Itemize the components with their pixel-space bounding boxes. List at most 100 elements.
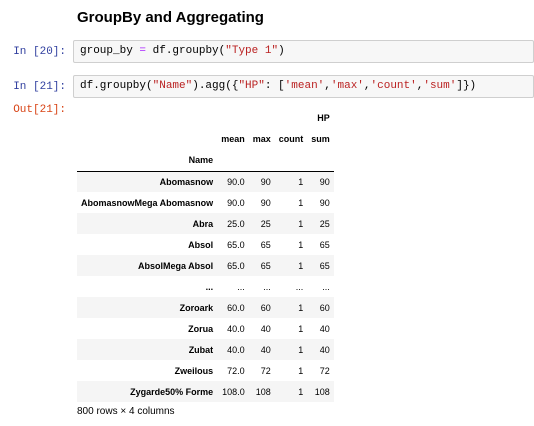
code-text: , <box>416 80 424 92</box>
cell-count: 1 <box>298 239 304 250</box>
cell-sum: 90 <box>319 176 330 187</box>
row-index-name: Zorua <box>188 323 214 334</box>
row-index-name: ... <box>205 281 214 292</box>
cell-sum: 65 <box>319 239 330 250</box>
code-string: 'mean' <box>284 80 325 92</box>
row-index-name: AbsolMega Absol <box>138 260 214 271</box>
code-string: "Type 1" <box>225 45 279 57</box>
cell-mean: 72.0 <box>227 365 245 376</box>
row-index-name: AbomasnowMega Abomasnow <box>81 197 214 208</box>
header-blank <box>307 150 334 172</box>
cell-sum: 40 <box>319 344 330 355</box>
column-header-mean: mean <box>221 134 245 144</box>
cell-max: 25 <box>260 218 271 229</box>
code-string: 'max' <box>330 80 364 92</box>
table-row: Zygarde50% Forme 108.0 108 1 108 <box>77 381 334 402</box>
cell-max: 65 <box>260 260 271 271</box>
output-prompt-21: Out[21]: <box>13 104 66 116</box>
cell-mean: 65.0 <box>227 260 245 271</box>
cell-max: ... <box>263 281 271 292</box>
cell-sum: 60 <box>319 302 330 313</box>
input-prompt-20: In [20]: <box>13 46 66 58</box>
cell-max: 108 <box>255 386 271 397</box>
index-name-header: Name <box>77 150 218 172</box>
code-text: df.groupby( <box>146 45 226 57</box>
table-row-ellipsis: ............... <box>77 276 334 297</box>
cell-sum: ... <box>322 281 330 292</box>
code-text: ).agg({ <box>192 80 239 92</box>
code-string: 'count' <box>370 80 417 92</box>
table-row: Abomasnow 90.0 90 1 90 <box>77 171 334 192</box>
cell-count: 1 <box>298 386 304 397</box>
code-text: df.groupby( <box>80 80 153 92</box>
code-text: : [ <box>264 80 285 92</box>
cell-count: 1 <box>298 218 304 229</box>
code-text: ) <box>278 45 285 57</box>
cell-mean: 40.0 <box>227 323 245 334</box>
header-blank <box>77 107 217 128</box>
code-text: group_by <box>80 45 140 57</box>
cell-mean: 40.0 <box>227 344 245 355</box>
code-string: 'sum' <box>423 80 457 92</box>
cell-sum: 72 <box>319 365 330 376</box>
cell-max: 60 <box>260 302 271 313</box>
cell-sum: 25 <box>319 218 330 229</box>
cell-count: 1 <box>298 176 304 187</box>
row-index-name: Zubat <box>188 344 214 355</box>
table-row: Absol 65.0 65 1 65 <box>77 234 334 255</box>
column-header-max: max <box>252 134 271 144</box>
column-header-count: count <box>278 134 304 144</box>
cell-mean: 90.0 <box>227 197 245 208</box>
table-row: Zubat 40.0 40 1 40 <box>77 339 334 360</box>
cell-max: 40 <box>260 344 271 355</box>
cell-max: 40 <box>260 323 271 334</box>
section-heading: GroupBy and Aggregating <box>77 9 264 26</box>
table-row: Zweilous 72.0 72 1 72 <box>77 360 334 381</box>
column-header-sum: sum <box>311 134 330 144</box>
dataframe-table: HP mean max count sum Name Abomasnow 90.0… <box>77 107 334 402</box>
header-blank <box>217 150 249 172</box>
table-shape-summary: 800 rows × 4 columns <box>77 406 175 417</box>
table-row: AbomasnowMega Abomasnow 90.0 90 1 90 <box>77 192 334 213</box>
code-string: "HP" <box>238 80 265 92</box>
input-prompt-21: In [21]: <box>13 81 66 93</box>
code-text: , <box>363 80 371 92</box>
cell-mean: 90.0 <box>227 176 245 187</box>
cell-mean: 108.0 <box>222 386 245 397</box>
header-blank <box>248 150 275 172</box>
cell-sum: 40 <box>319 323 330 334</box>
cell-max: 65 <box>260 239 271 250</box>
header-blank <box>77 128 217 150</box>
cell-mean: ... <box>237 281 245 292</box>
code-cell-20[interactable]: group_by = df.groupby("Type 1") <box>73 40 534 63</box>
row-index-name: Absol <box>188 239 214 250</box>
cell-count: 1 <box>298 302 304 313</box>
cell-count: 1 <box>298 365 304 376</box>
cell-count: 1 <box>298 260 304 271</box>
table-row: Abra 25.0 25 1 25 <box>77 213 334 234</box>
cell-mean: 25.0 <box>227 218 245 229</box>
cell-max: 90 <box>260 176 271 187</box>
table-row: Zorua 40.0 40 1 40 <box>77 318 334 339</box>
cell-count: 1 <box>298 323 304 334</box>
code-cell-21[interactable]: df.groupby("Name").agg({"HP": ['mean','m… <box>73 75 534 98</box>
row-index-name: Abomasnow <box>159 176 214 187</box>
cell-max: 90 <box>260 197 271 208</box>
cell-count: ... <box>295 281 304 292</box>
row-index-name: Zweilous <box>174 365 214 376</box>
cell-count: 1 <box>298 197 304 208</box>
cell-sum: 90 <box>319 197 330 208</box>
cell-mean: 65.0 <box>227 239 245 250</box>
row-index-name: Zoroark <box>179 302 214 313</box>
cell-mean: 60.0 <box>227 302 245 313</box>
cell-max: 72 <box>260 365 271 376</box>
cell-count: 1 <box>298 344 304 355</box>
code-operator: = <box>139 45 147 57</box>
table-row: Zoroark 60.0 60 1 60 <box>77 297 334 318</box>
code-text: , <box>324 80 331 92</box>
header-blank <box>274 150 308 172</box>
code-text: ]}) <box>456 80 477 92</box>
cell-sum: 108 <box>314 386 330 397</box>
row-index-name: Abra <box>192 218 214 229</box>
row-index-name: Zygarde50% Forme <box>130 386 214 397</box>
